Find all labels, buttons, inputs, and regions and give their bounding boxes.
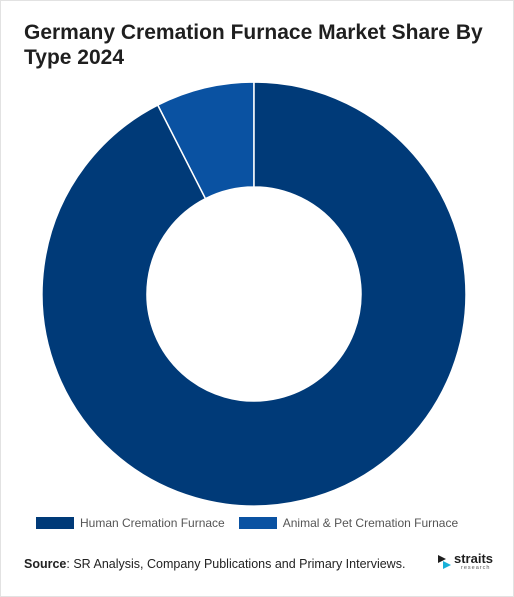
- donut-slices: [41, 81, 467, 507]
- legend-swatch-human: [36, 517, 74, 529]
- source-note: Source: SR Analysis, Company Publication…: [24, 557, 405, 571]
- legend-label-human: Human Cremation Furnace: [80, 516, 225, 530]
- source-text: : SR Analysis, Company Publications and …: [66, 557, 406, 571]
- legend-item-human[interactable]: Human Cremation Furnace: [36, 516, 225, 530]
- chart-title: Germany Cremation Furnace Market Share B…: [24, 21, 483, 69]
- straits-logo-icon: [438, 555, 451, 569]
- legend-item-animal-pet[interactable]: Animal & Pet Cremation Furnace: [238, 516, 459, 530]
- slice-human-cremation-furnace[interactable]: [41, 81, 467, 507]
- legend-swatch-animal-pet: [238, 517, 277, 529]
- legend-label-animal-pet: Animal & Pet Cremation Furnace: [282, 516, 459, 530]
- source-label: Source: [24, 557, 67, 571]
- straits-logo: straits research: [437, 552, 493, 574]
- chart-legend: Human Cremation Furnace Animal & Pet Cre…: [36, 516, 472, 530]
- logo-wordmark: straits: [454, 551, 494, 566]
- logo-subtext: research: [461, 565, 491, 571]
